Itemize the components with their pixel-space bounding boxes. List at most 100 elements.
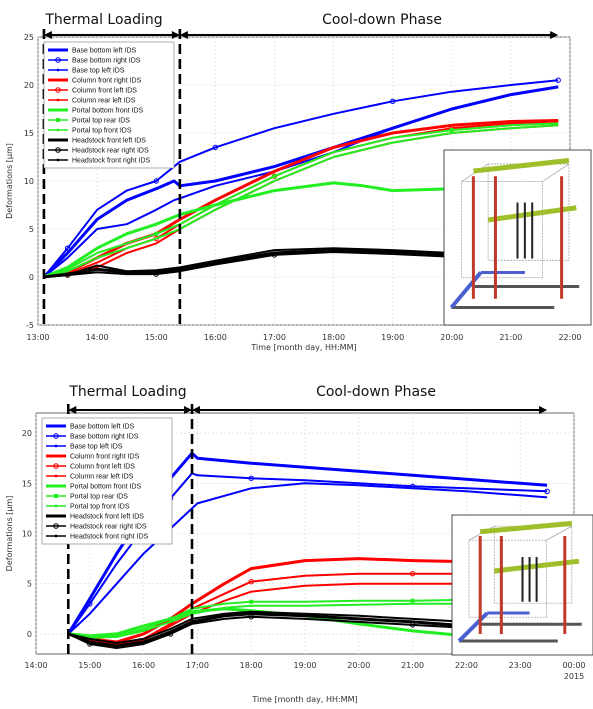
legend-label: Headstock rear right IDS [70,524,147,531]
inset-outline [468,539,547,618]
series-marker [544,488,550,495]
machine-inset-drawing [451,514,593,656]
legend-label: Headstock front left IDS [70,514,144,521]
y-tick-label: 0 [29,273,34,282]
y-tick-label: 20 [24,81,34,90]
legend-label: Base bottom right IDS [72,58,141,65]
legend-label: Column rear left IDS [70,474,134,481]
legend-marker [54,534,58,538]
series-line [67,451,548,635]
chart-panel-1: -5 0 5 10 15 20 25 13:00 14:00 15:00 16:00 17:00 18:… [5,12,592,352]
phase-arrowhead [184,406,193,414]
y-tick-label: 25 [24,33,34,42]
phase-arrowhead [68,406,77,414]
series-marker [410,598,415,603]
inset-edge [546,525,573,541]
legend-label: Column front left IDS [72,88,137,95]
legend-label: Base bottom right IDS [70,434,139,441]
legend-marker [54,504,58,508]
series-marker [153,178,159,184]
legend-label: Headstock rear right IDS [72,148,149,155]
series-marker [248,614,254,620]
y-axis-label: Deformations [μm] [5,496,14,572]
series-marker [555,77,561,83]
phase-arrowhead [192,406,201,414]
series-line [43,181,559,279]
y-tick-label: 5 [29,225,34,234]
legend-label: Portal bottom front IDS [70,484,142,491]
x-tick-label: 18:00 [322,333,345,342]
x-tick-label: 13:00 [26,333,49,342]
x-tick-label: 22:00 [455,661,478,670]
legend-marker [53,463,59,469]
inset-portal-bar [479,520,573,535]
phase-arrowhead [179,31,188,39]
legend-marker [54,494,58,498]
x-tick-label: 20:00 [347,661,370,670]
series-marker [389,98,396,105]
series-marker [248,475,254,481]
x-tick-label: 20:00 [440,333,463,342]
series-marker [153,271,159,277]
phase-arrowhead [550,31,559,39]
series-marker [168,616,173,621]
inset-portal-bar [473,158,570,174]
phase-label: Cool-down Phase [322,12,442,28]
x-tick-label: 22:00 [558,333,581,342]
legend-label: Portal top rear IDS [70,494,128,501]
x-tick-label: 21:00 [401,661,424,670]
inset-edge [542,163,570,182]
series-marker [272,174,277,179]
legend-label: Headstock front left IDS [72,138,146,145]
legend-marker [53,433,59,439]
legend-box [43,41,175,169]
phase-arrowhead [43,31,52,39]
series-marker [248,579,254,585]
x-tick-label: 21:00 [499,333,522,342]
legend-marker [55,57,61,63]
x-tick-label: 23:00 [509,661,532,670]
y-tick-label: 20 [22,429,32,438]
legend-label: Headstock front right IDS [70,534,149,541]
legend-box [41,417,173,545]
y-tick-label: 10 [22,530,32,539]
legend-label: Portal bottom front IDS [72,108,144,115]
legend-label: Column front left IDS [70,464,135,471]
x-axis-label: Time [month day, HH:MM] [250,343,356,352]
x-tick-label: 14:00 [24,661,47,670]
legend-label: Column rear left IDS [72,98,136,105]
series-marker [271,252,278,258]
y-tick-label: 0 [27,630,32,639]
legend-label: Portal top rear IDS [72,118,130,125]
legend-label: Column front right IDS [72,78,142,85]
y-tick-label: 10 [24,177,34,186]
y-tick-label: 15 [24,129,34,138]
legend-marker [56,128,60,132]
series-marker [249,599,254,604]
legend-marker [54,474,58,478]
series-line [43,124,559,278]
series-marker [409,622,416,628]
x-tick-label: 14:00 [86,333,109,342]
series-line [67,482,548,635]
y-tick-label: 5 [27,580,32,589]
phase-arrowhead [539,406,548,414]
series-marker [167,631,174,637]
series-marker [212,144,219,151]
x-tick-label: 17:00 [263,333,286,342]
legend-label: Portal top front IDS [70,504,130,511]
legend-marker [53,523,59,529]
y-tick-label: 15 [22,479,32,488]
x-tick-label: 18:00 [240,661,263,670]
legend-label: Base top left IDS [70,444,123,451]
inset-base-sensor [449,271,483,309]
legend-marker [54,444,58,448]
series-marker [409,570,416,577]
phase-arrowhead [171,31,180,39]
x-tick-label: 00:00 [562,661,585,670]
x-tick-sub-label: 2015 [564,672,584,681]
legend-marker [55,147,61,153]
series-line [43,85,559,278]
x-tick-label: 19:00 [381,333,404,342]
machine-inset-drawing [443,149,592,326]
